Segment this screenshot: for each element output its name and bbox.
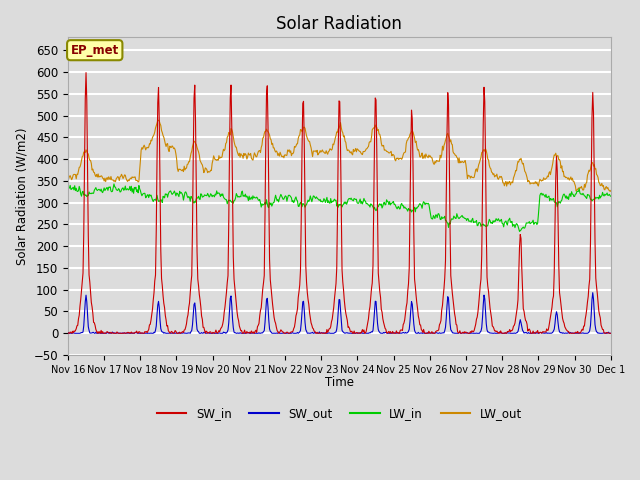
Title: Solar Radiation: Solar Radiation <box>276 15 403 33</box>
Legend: SW_in, SW_out, LW_in, LW_out: SW_in, SW_out, LW_in, LW_out <box>152 402 527 425</box>
X-axis label: Time: Time <box>325 376 354 389</box>
Y-axis label: Solar Radiation (W/m2): Solar Radiation (W/m2) <box>15 127 28 265</box>
Text: EP_met: EP_met <box>70 44 119 57</box>
